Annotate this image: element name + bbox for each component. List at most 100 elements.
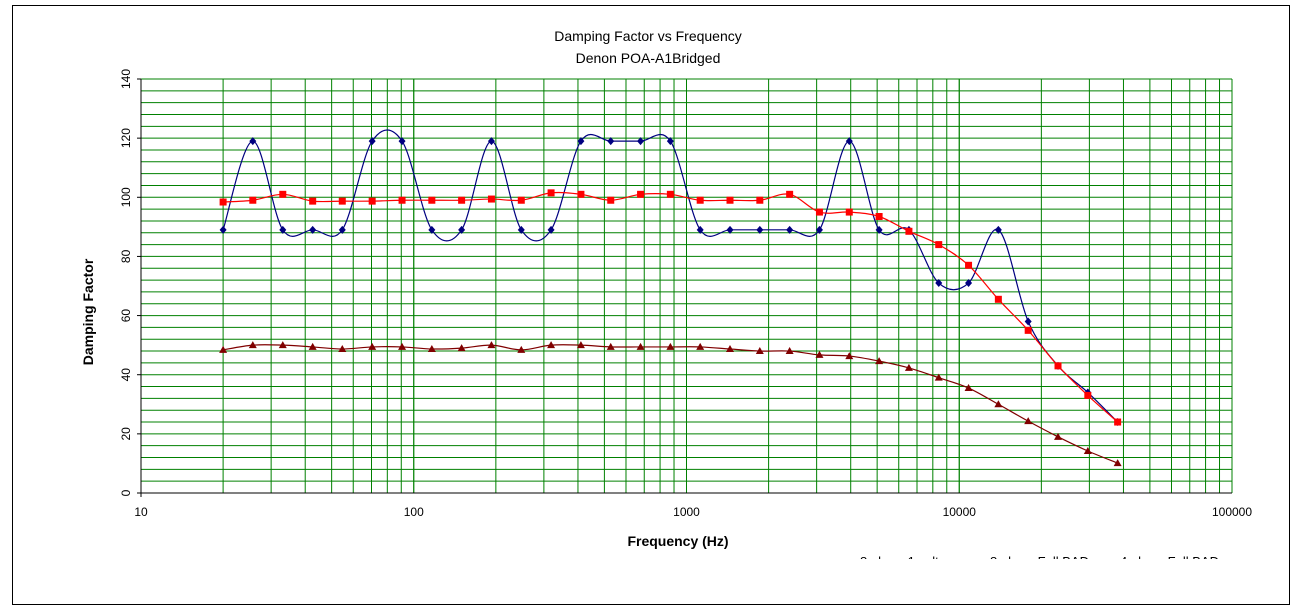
y-axis-label: Damping Factor [80,258,96,365]
diamond-marker [875,225,883,234]
y-tick-label: 60 [119,309,133,323]
y-tick-label: 0 [119,489,133,496]
y-tick-label: 120 [119,128,133,148]
diamond-marker [547,225,555,234]
triangle-marker [934,373,943,381]
square-marker [607,196,615,204]
x-tick-label: 10 [134,505,148,519]
triangle-marker [1054,432,1063,440]
diamond-marker [458,225,466,234]
square-marker [637,190,645,198]
triangle-marker [547,341,556,349]
triangle-marker [338,344,347,352]
triangle-marker [308,342,317,350]
triangle-marker [1083,447,1092,455]
triangle-marker [726,344,735,352]
diamond-marker [249,137,257,146]
legend-entry: 4 ohm - Full BAD [1120,554,1219,559]
square-marker [905,227,913,235]
diamond-marker [935,279,943,288]
diamond-marker [428,225,436,234]
square-marker [786,190,794,198]
triangle-marker [576,341,585,349]
square-marker [338,197,346,205]
triangle-marker [1113,459,1122,467]
series-line-1 [222,129,1119,423]
legend-entry: 8 ohm - 1 volt [860,554,939,559]
chart-subtitle: Denon POA-A1Bridged [576,50,721,66]
square-marker [1114,418,1122,426]
triangle-marker [219,345,228,353]
y-tick-label: 140 [119,69,133,89]
x-tick-label: 100 [404,505,424,519]
diamond-marker [815,225,823,234]
diamond-marker [756,225,764,234]
triangle-marker [606,342,615,350]
square-marker [875,213,883,221]
diamond-marker [368,137,376,146]
triangle-marker [517,345,526,353]
triangle-marker [666,342,675,350]
square-marker [279,190,287,198]
tick-labels: 0 20 40 60 80 100 120 140 10 100 1000 10000 100000 [119,69,1252,519]
diamond-marker [637,137,645,146]
y-tick-label: 40 [119,368,133,382]
square-marker [1024,326,1032,334]
diamond-marker [338,225,346,234]
triangle-marker [248,341,257,349]
square-marker [487,195,495,203]
square-marker [726,196,734,204]
square-marker [666,190,674,198]
series-markers [219,137,1122,467]
square-marker [219,198,227,206]
diamond-marker [487,137,495,146]
x-tick-label: 10000 [943,505,977,519]
square-marker [577,190,585,198]
diamond-marker [696,225,704,234]
x-axis-label: Frequency (Hz) [627,533,728,549]
diamond-marker [279,225,287,234]
square-marker [547,189,555,197]
square-marker [696,196,704,204]
triangle-marker [755,347,764,355]
triangle-marker [636,342,645,350]
triangle-marker [487,341,496,349]
legend: 8 ohm - 1 volt 8 ohm - Full BAD 4 ohm - Fu… [860,554,1219,559]
y-tick-label: 80 [119,249,133,263]
triangle-marker [994,400,1003,408]
damping-factor-chart: 0 20 40 60 80 100 120 140 10 100 1000 10000 100000 D… [80,28,1252,559]
triangle-marker [875,357,884,365]
square-marker [368,197,376,205]
triangle-marker [1024,417,1033,425]
square-marker [845,208,853,216]
square-marker [1054,362,1062,370]
triangle-marker [845,352,854,360]
triangle-marker [278,341,287,349]
diamond-marker [726,225,734,234]
diamond-marker [786,225,794,234]
y-tick-label: 20 [119,427,133,441]
triangle-marker [427,344,436,352]
x-tick-label: 100000 [1212,505,1252,519]
triangle-marker [815,350,824,358]
diamond-marker [309,225,317,234]
x-tick-label: 1000 [673,505,700,519]
square-marker [965,261,973,269]
diamond-marker [845,137,853,146]
grid [140,78,1233,497]
square-marker [398,196,406,204]
diamond-marker [965,279,973,288]
diamond-marker [994,225,1002,234]
square-marker [428,196,436,204]
square-marker [994,295,1002,303]
square-marker [249,196,257,204]
square-marker [517,196,525,204]
square-marker [756,196,764,204]
diamond-marker [666,137,674,146]
triangle-marker [457,344,466,352]
triangle-marker [785,347,794,355]
square-marker [458,196,466,204]
square-marker [935,241,943,249]
legend-entry: 8 ohm - Full BAD [990,554,1089,559]
triangle-marker [904,363,913,371]
